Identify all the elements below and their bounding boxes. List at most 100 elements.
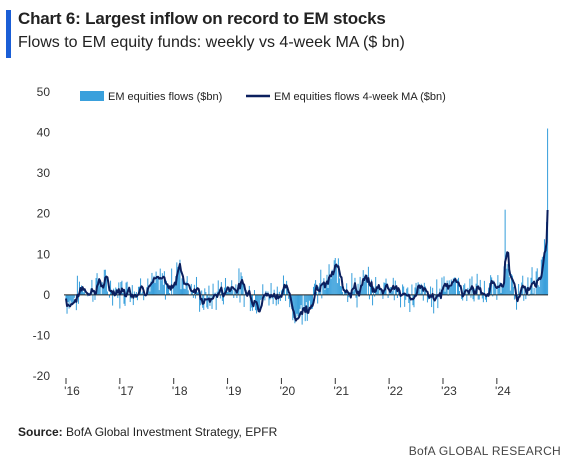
weekly-flow-bar — [495, 287, 497, 295]
weekly-flow-bar — [105, 278, 107, 295]
weekly-flow-bar — [326, 274, 328, 295]
weekly-flow-bar — [153, 275, 155, 295]
weekly-flow-bar — [543, 239, 545, 295]
weekly-flow-bar — [191, 290, 193, 295]
weekly-flow-bar — [70, 294, 72, 306]
weekly-flow-bar — [459, 291, 461, 295]
weekly-flow-bar — [444, 291, 446, 295]
weekly-flow-bar — [411, 284, 413, 295]
weekly-flow-bar — [473, 294, 475, 302]
weekly-flow-bar — [339, 286, 341, 295]
weekly-flow-bar — [169, 293, 171, 295]
weekly-flow-bar — [214, 292, 216, 295]
weekly-flow-bar — [180, 289, 182, 295]
weekly-flow-bar — [353, 289, 355, 295]
weekly-flow-bar — [262, 284, 264, 295]
weekly-flow-bar — [268, 294, 270, 306]
weekly-flow-bar — [239, 294, 241, 303]
weekly-flow-bar — [159, 268, 161, 295]
weekly-flow-bar — [154, 282, 156, 295]
weekly-flow-bar — [222, 294, 224, 305]
weekly-flow-bar — [288, 294, 290, 299]
weekly-flow-bar — [181, 278, 183, 295]
weekly-flow-bar — [414, 287, 416, 295]
weekly-flow-bar — [224, 277, 227, 295]
x-tick-label: '24 — [495, 384, 511, 398]
weekly-flow-bar — [84, 288, 86, 295]
weekly-flow-bar — [294, 294, 296, 324]
weekly-flow-bar — [99, 285, 101, 295]
weekly-flow-bar — [501, 284, 503, 295]
weekly-flow-bar — [126, 281, 128, 295]
weekly-flow-bar — [177, 266, 179, 295]
weekly-flow-bar — [525, 294, 527, 300]
weekly-flow-bar — [158, 290, 160, 295]
weekly-flow-bar — [510, 273, 512, 295]
weekly-flow-bar — [321, 294, 323, 299]
weekly-flow-bar — [369, 282, 371, 295]
weekly-flow-bar — [272, 294, 274, 305]
weekly-flow-bar — [166, 286, 169, 295]
weekly-flow-bar — [340, 286, 342, 295]
weekly-flow-bar — [357, 283, 359, 295]
weekly-flow-bar — [307, 294, 309, 308]
weekly-flow-bar — [289, 294, 291, 308]
weekly-flow-bar — [409, 294, 411, 313]
weekly-flow-bar — [397, 288, 399, 295]
weekly-flow-bar — [152, 281, 154, 295]
source-label: Source: — [18, 425, 63, 439]
weekly-flow-bar — [430, 286, 432, 295]
weekly-flow-bar — [171, 268, 173, 295]
weekly-flow-bar — [129, 294, 131, 303]
weekly-flow-bar — [317, 294, 319, 304]
weekly-flow-bar — [545, 250, 547, 295]
weekly-flow-bar — [162, 284, 164, 295]
weekly-flow-bar — [87, 294, 89, 297]
weekly-flow-bar — [133, 291, 135, 295]
weekly-flow-bar — [528, 294, 530, 296]
weekly-flow-bar — [372, 294, 374, 306]
weekly-flow-bar — [127, 292, 129, 295]
weekly-flow-bar — [485, 294, 487, 303]
weekly-flow-bar — [136, 294, 138, 301]
weekly-flow-bar — [465, 292, 467, 295]
weekly-flow-bar — [338, 278, 340, 295]
weekly-flow-bar — [442, 289, 444, 295]
weekly-flow-bar — [284, 284, 286, 295]
weekly-flow-bar — [98, 280, 100, 295]
weekly-flow-bar — [141, 293, 143, 295]
weekly-flow-bar — [71, 294, 73, 303]
weekly-flow-bar — [295, 294, 297, 321]
weekly-flow-bar — [483, 280, 485, 295]
weekly-flow-bar — [337, 258, 339, 295]
weekly-flow-bar — [65, 294, 67, 299]
weekly-flow-bar — [320, 269, 322, 295]
weekly-flow-bar — [297, 294, 299, 317]
weekly-flow-bar — [241, 276, 243, 295]
weekly-flow-bar — [185, 281, 187, 295]
weekly-flow-bar — [351, 273, 353, 295]
weekly-flow-bar — [434, 293, 436, 295]
y-tick-label: 30 — [37, 166, 51, 180]
weekly-flow-bar — [400, 294, 402, 308]
weekly-flow-bar — [163, 271, 165, 295]
weekly-flow-bar — [334, 257, 336, 295]
weekly-flow-bar — [532, 293, 534, 295]
weekly-flow-bar — [402, 284, 404, 295]
weekly-flow-bar — [418, 284, 420, 295]
weekly-flow-bar — [542, 255, 544, 295]
weekly-flow-bar — [453, 277, 455, 295]
weekly-flow-bar — [363, 281, 365, 295]
weekly-flow-bar — [426, 294, 428, 303]
weekly-flow-bar — [92, 294, 94, 302]
weekly-flow-bar — [244, 293, 246, 295]
weekly-flow-bar — [531, 267, 533, 295]
weekly-flow-bar — [454, 277, 456, 295]
weekly-flow-bar — [441, 277, 443, 295]
weekly-flow-bar — [179, 259, 181, 295]
weekly-flow-bar — [333, 260, 335, 295]
weekly-flow-bar — [236, 294, 238, 298]
weekly-flow-bar — [406, 288, 408, 295]
weekly-flow-bar — [223, 287, 225, 295]
weekly-flow-bar — [300, 294, 302, 306]
